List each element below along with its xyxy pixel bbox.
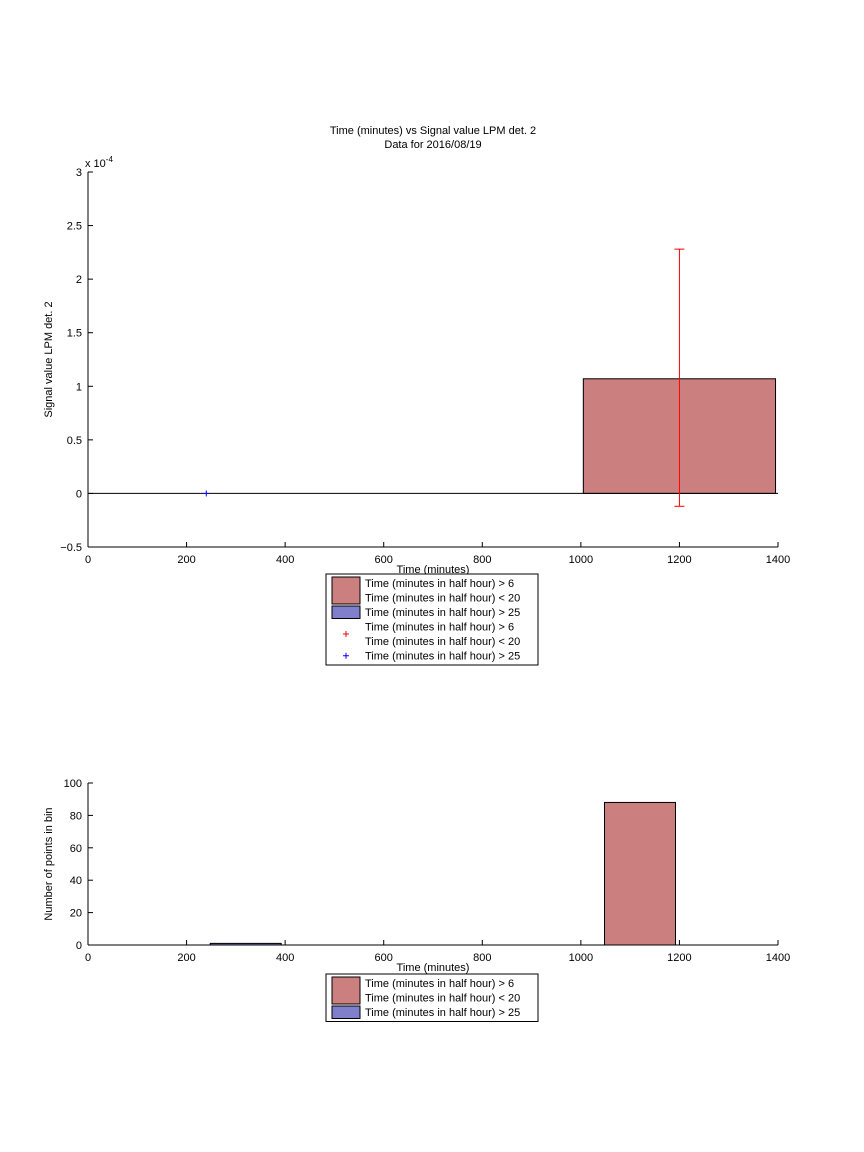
legend-entry: Time (minutes in half hour) > 6 Time (min…: [331, 976, 520, 1005]
y-tick-label: 0: [76, 940, 82, 952]
legend-box: [325, 973, 539, 1022]
legend-entry: Time (minutes in half hour) > 6 Time (min…: [343, 622, 520, 648]
data-point-marker: [203, 490, 210, 497]
legend-label: Time (minutes in half hour) < 20: [365, 636, 520, 648]
x-tick-label: 0: [85, 554, 91, 566]
chart-subtitle: Data for 2016/08/19: [384, 139, 481, 151]
x-tick-label: 1200: [667, 952, 691, 964]
x-tick-label: 1000: [569, 554, 593, 566]
y-tick-label: 80: [70, 810, 82, 822]
legend-label: Time (minutes in half hour) > 25: [365, 607, 520, 619]
legend-swatch: [331, 576, 361, 605]
legend-label: Time (minutes in half hour) < 20: [365, 993, 520, 1005]
legend-label: Time (minutes in half hour) > 25: [365, 1007, 520, 1019]
chart-title: Time (minutes) vs Signal value LPM det. …: [330, 125, 536, 137]
bar: [604, 801, 676, 946]
y-axis-label: Number of points in bin: [43, 807, 55, 920]
x-tick-label: 200: [177, 952, 195, 964]
x-tick-label: 1200: [667, 554, 691, 566]
legend-label: Time (minutes in half hour) > 6: [365, 622, 514, 634]
x-tick-label: 1000: [569, 952, 593, 964]
signal-chart: Time (minutes) vs Signal value LPM det. …: [43, 125, 790, 666]
legend-entry: Time (minutes in half hour) > 25: [343, 651, 520, 663]
y-scale-multiplier: x 10-4: [85, 155, 113, 170]
x-tick-label: 1400: [766, 952, 790, 964]
x-tick-label: 200: [177, 554, 195, 566]
x-tick-label: 800: [473, 554, 491, 566]
legend-entry: Time (minutes in half hour) > 25: [331, 1005, 520, 1019]
x-axis-label: Time (minutes): [397, 564, 470, 576]
x-tick-label: 0: [85, 952, 91, 964]
x-axis-label: Time (minutes): [397, 962, 470, 974]
y-tick-label: 60: [70, 843, 82, 855]
x-tick-label: 600: [375, 554, 393, 566]
y-scale-exponent: -4: [106, 155, 114, 164]
y-tick-label: 2: [76, 274, 82, 286]
count-histogram-chart: 0 200 400 600 800 1000 1200 1400 0 20 40 60 80 100 Tim…: [43, 778, 790, 1022]
legend-label: Time (minutes in half hour) > 25: [365, 651, 520, 663]
y-scale-base: x 10: [85, 158, 106, 170]
y-tick-label: 20: [70, 908, 82, 920]
y-tick-label: 100: [64, 778, 82, 790]
y-tick-label: 0: [76, 488, 82, 500]
legend-swatch: [331, 605, 361, 619]
y-tick-label: 3: [76, 167, 82, 179]
y-tick-label: −0.5: [60, 542, 82, 554]
y-tick-label: 2.5: [67, 221, 82, 233]
x-tick-label: 600: [375, 952, 393, 964]
x-tick-label: 800: [473, 952, 491, 964]
y-tick-label: 40: [70, 875, 82, 887]
legend-entry: Time (minutes in half hour) > 25: [331, 605, 520, 619]
y-tick-label: 1: [76, 381, 82, 393]
x-tick-label: 400: [276, 554, 294, 566]
legend-box: [325, 573, 539, 666]
legend-swatch: [331, 1005, 361, 1019]
legend-label: Time (minutes in half hour) > 6: [365, 578, 514, 590]
legend-label: Time (minutes in half hour) < 20: [365, 593, 520, 605]
legend: Time (minutes in half hour) > 6 Time (min…: [325, 973, 539, 1022]
x-tick-label: 1400: [766, 554, 790, 566]
legend-entry: Time (minutes in half hour) > 6 Time (min…: [331, 576, 520, 605]
legend-label: Time (minutes in half hour) > 6: [365, 978, 514, 990]
x-tick-label: 400: [276, 952, 294, 964]
y-axis-label: Signal value LPM det. 2: [43, 301, 55, 417]
legend-swatch: [331, 976, 361, 1005]
y-tick-label: 0.5: [67, 435, 82, 447]
y-tick-label: 1.5: [67, 328, 82, 340]
legend: Time (minutes in half hour) > 6 Time (min…: [325, 573, 539, 666]
